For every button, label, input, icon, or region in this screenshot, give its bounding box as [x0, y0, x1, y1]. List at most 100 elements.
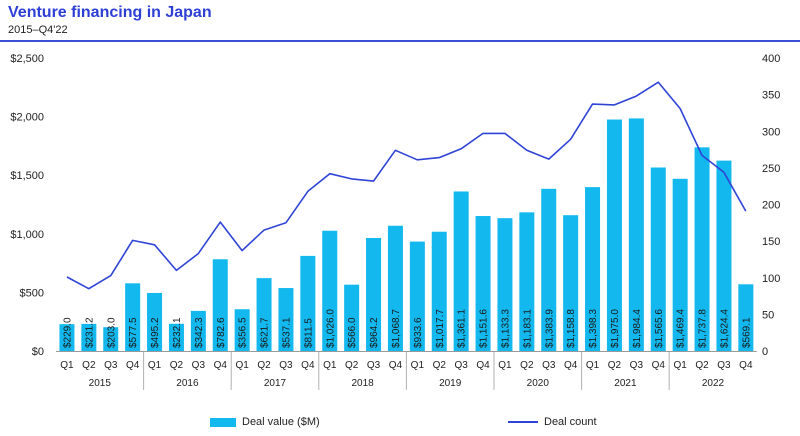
x-quarter-label-3: Q4: [126, 360, 140, 371]
y-right-tick-7: 350: [762, 90, 780, 102]
bar-label-8: $356.5: [238, 317, 249, 348]
x-quarter-label-8: Q1: [235, 360, 249, 371]
x-quarter-label-27: Q4: [652, 360, 666, 371]
x-quarter-label-20: Q1: [498, 360, 512, 371]
axes-layer: $0 $500 $1,000 $1,500 $2,000 $2,500 0 50 100 150 2…: [10, 53, 780, 390]
bar-24: [585, 187, 601, 351]
bar-label-29: $1,737.8: [698, 309, 709, 348]
bar-label-21: $1,183.1: [522, 309, 533, 348]
x-quarter-label-5: Q2: [170, 360, 184, 371]
legend-bar-label: Deal value ($M): [242, 416, 320, 428]
chart-title: Venture financing in Japan: [8, 4, 212, 21]
line-layer: [66, 81, 747, 290]
x-quarter-label-28: Q1: [673, 360, 687, 371]
x-quarter-label-11: Q4: [301, 360, 315, 371]
bar-16: [409, 241, 425, 351]
x-year-label-0: 2015: [89, 378, 112, 389]
bar-label-30: $1,624.4: [719, 309, 730, 348]
x-quarter-label-31: Q4: [739, 360, 753, 371]
x-quarter-label-22: Q3: [542, 360, 556, 371]
bar-20: [497, 218, 513, 351]
y-right-tick-0: 0: [762, 346, 768, 358]
y-left-tick-5: $2,500: [10, 53, 44, 65]
x-quarter-label-2: Q3: [104, 360, 118, 371]
x-quarter-label-30: Q3: [717, 360, 731, 371]
bar-label-17: $1,017.7: [435, 309, 446, 348]
bar-14: [366, 237, 382, 351]
x-quarter-label-16: Q1: [411, 360, 425, 371]
bar-25: [606, 119, 622, 351]
bar-3: [125, 283, 141, 351]
bar-label-18: $1,361.1: [457, 309, 468, 348]
y-right-tick-6: 300: [762, 126, 780, 138]
bar-label-24: $1,398.3: [588, 309, 599, 348]
legend-line-label: Deal count: [544, 416, 597, 428]
bar-label-11: $811.5: [303, 318, 314, 348]
bar-label-3: $577.5: [128, 317, 139, 348]
bar-label-13: $566.0: [347, 317, 358, 348]
x-year-label-7: 2022: [702, 378, 725, 389]
bar-label-14: $964.2: [369, 317, 380, 348]
bars-layer: [59, 118, 754, 352]
title-divider: [0, 40, 800, 42]
bar-label-22: $1,383.9: [544, 309, 555, 348]
bar-label-16: $933.6: [413, 317, 424, 348]
bar-8: [234, 309, 250, 351]
x-quarter-label-9: Q2: [257, 360, 271, 371]
bar-0: [59, 324, 75, 351]
bar-label-27: $1,565.6: [654, 309, 665, 348]
bar-23: [563, 215, 579, 351]
bar-label-26: $1,984.4: [632, 309, 643, 348]
x-quarter-label-10: Q3: [279, 360, 293, 371]
bar-21: [519, 212, 535, 351]
bar-17: [431, 231, 447, 351]
x-quarter-label-4: Q1: [148, 360, 162, 371]
legend-deal-value: Deal value ($M): [210, 416, 320, 428]
bar-label-20: $1,133.3: [500, 309, 511, 348]
bar-label-0: $229.0: [62, 317, 73, 348]
x-quarter-label-1: Q2: [82, 360, 96, 371]
bar-labels-layer: $229.0 $231.2 $203.0 $577.5 $495.2 $232.1 $342…: [62, 309, 752, 348]
y-left-tick-4: $2,000: [10, 112, 44, 124]
x-quarter-label-24: Q1: [586, 360, 600, 371]
bar-label-9: $621.7: [260, 317, 271, 348]
x-quarter-label-15: Q4: [389, 360, 403, 371]
y-left-tick-1: $500: [20, 287, 44, 299]
bar-1: [81, 323, 97, 351]
bar-label-4: $495.2: [150, 317, 161, 348]
x-quarter-label-13: Q2: [345, 360, 359, 371]
bar-label-10: $537.1: [281, 317, 292, 348]
bar-label-15: $1,068.7: [391, 309, 402, 348]
bar-13: [344, 284, 360, 351]
bar-22: [541, 188, 557, 351]
bar-label-7: $782.6: [216, 317, 227, 348]
y-right-tick-1: 50: [762, 309, 774, 321]
x-quarter-label-17: Q2: [433, 360, 447, 371]
x-year-label-5: 2020: [527, 378, 550, 389]
x-quarter-label-19: Q4: [476, 360, 490, 371]
x-quarter-label-26: Q3: [630, 360, 644, 371]
y-right-tick-4: 200: [762, 200, 780, 212]
x-quarter-label-12: Q1: [323, 360, 337, 371]
y-right-tick-5: 250: [762, 163, 780, 175]
x-quarter-label-29: Q2: [695, 360, 709, 371]
x-quarter-label-6: Q3: [192, 360, 206, 371]
bar-label-31: $569.1: [741, 317, 752, 348]
bar-5: [168, 323, 184, 351]
bar-31: [738, 284, 754, 351]
bar-2: [103, 327, 119, 351]
bar-11: [300, 255, 316, 351]
bar-label-5: $232.1: [172, 317, 183, 348]
bar-15: [387, 225, 403, 351]
x-quarter-label-0: Q1: [60, 360, 74, 371]
bar-6: [190, 310, 206, 351]
chart-subtitle: 2015–Q4'22: [8, 24, 68, 36]
y-left-tick-2: $1,000: [10, 229, 44, 241]
bar-4: [147, 292, 163, 351]
legend-deal-count: Deal count: [508, 416, 597, 428]
bar-10: [278, 288, 294, 351]
y-right-tick-3: 150: [762, 236, 780, 248]
deal-count-line: [66, 81, 747, 290]
bar-label-2: $203.0: [106, 317, 117, 348]
